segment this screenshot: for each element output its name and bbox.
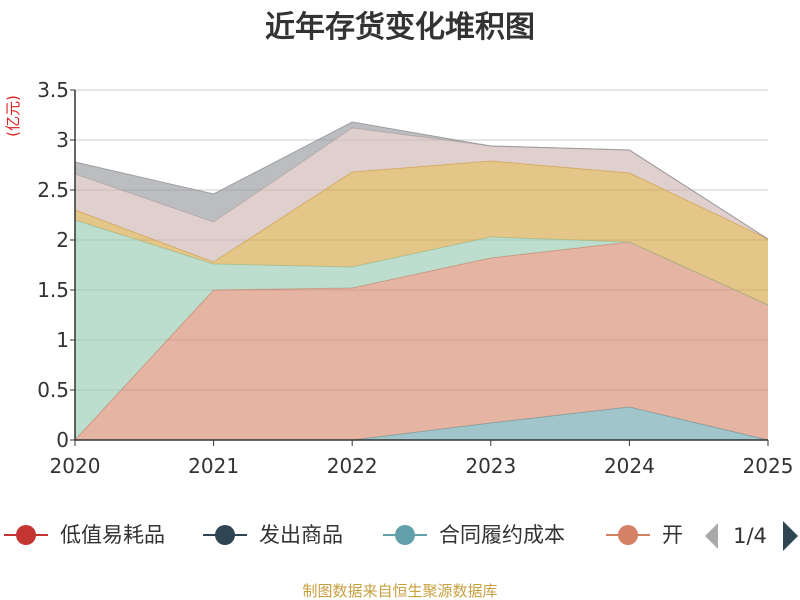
y-tick-label: 2.5	[37, 178, 69, 202]
axes: 2020 2021 2022 2023 2024 2025	[50, 89, 794, 478]
legend-page-indicator: 1/4	[733, 524, 767, 548]
legend-pager: 1/4	[705, 521, 798, 551]
legend-label: 开	[662, 523, 683, 547]
legend-next-page-icon[interactable]	[783, 521, 798, 551]
legend-label: 合同履约成本	[439, 523, 565, 547]
series-line-7	[74, 121, 769, 240]
legend-label: 发出商品	[259, 523, 343, 547]
y-tick-label: 3.5	[37, 78, 69, 102]
legend-item[interactable]: 合同履约成本	[383, 523, 565, 547]
x-tick-label: 2024	[604, 454, 655, 478]
data-source-note: 制图数据来自恒生聚源数据库	[302, 582, 497, 600]
legend-prev-page-icon[interactable]	[705, 523, 718, 549]
x-tick-label: 2021	[188, 454, 239, 478]
legend-marker-icon	[16, 525, 36, 545]
legend: 低值易耗品 发出商品 合同履约成本 开	[4, 523, 683, 547]
area-series-3	[75, 242, 768, 440]
area-series-6	[75, 128, 768, 262]
chart-title: 近年存货变化堆积图	[265, 10, 535, 45]
y-tick-label: 1.5	[37, 278, 69, 302]
legend-item[interactable]: 发出商品	[203, 523, 343, 547]
legend-item[interactable]: 开	[606, 523, 683, 547]
area-series-4	[75, 220, 768, 440]
legend-marker-icon	[618, 525, 638, 545]
x-tick-label: 2023	[465, 454, 516, 478]
legend-item[interactable]: 低值易耗品	[4, 523, 165, 547]
area-series-2	[75, 407, 768, 440]
legend-label: 低值易耗品	[60, 523, 165, 547]
x-tick-label: 2022	[327, 454, 378, 478]
y-tick-label: 3	[56, 128, 69, 152]
y-tick-label: 0	[56, 428, 69, 452]
y-axis-unit-label: (亿元)	[4, 95, 22, 137]
x-tick-label: 2020	[50, 454, 101, 478]
y-tick-label: 0.5	[37, 378, 69, 402]
legend-marker-icon	[215, 525, 235, 545]
x-tick-label: 2025	[743, 454, 794, 478]
area-series-5	[75, 161, 768, 305]
y-tick-label: 1	[56, 328, 69, 352]
stacked-areas	[74, 121, 769, 441]
legend-marker-icon	[395, 525, 415, 545]
y-tick-label: 2	[56, 228, 69, 252]
